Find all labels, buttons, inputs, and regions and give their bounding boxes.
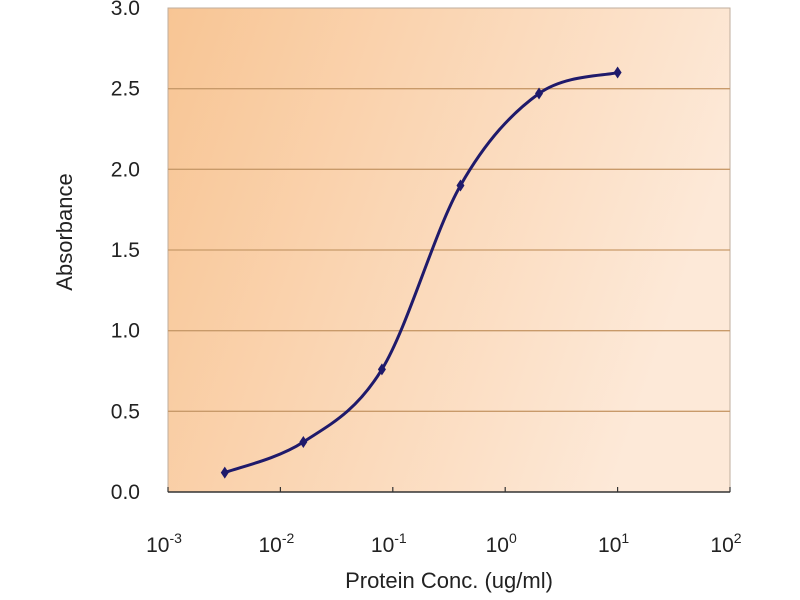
y-tick-label: 2.0	[111, 158, 140, 181]
y-tick-label: 3.0	[111, 0, 140, 20]
x-tick-exponent: 1	[621, 530, 629, 546]
x-tick-base: 10	[710, 534, 733, 557]
data-point	[377, 363, 386, 376]
y-axis-label: Absorbance	[52, 173, 77, 290]
x-tick-exponent: -2	[282, 530, 295, 546]
x-tick-label: 10-3	[146, 530, 182, 557]
x-tick-label: 100	[486, 530, 517, 557]
x-tick-label: 101	[598, 530, 629, 557]
x-tick-base: 10	[146, 534, 169, 557]
data-point	[456, 179, 465, 192]
data-point	[299, 435, 308, 448]
x-tick-base: 10	[258, 534, 281, 557]
data-point	[613, 66, 622, 79]
x-tick-label: 10-1	[371, 530, 407, 557]
y-tick-label: 0.5	[111, 400, 140, 423]
x-tick-label: 102	[710, 530, 741, 557]
y-tick-label: 1.0	[111, 320, 140, 343]
y-tick-label: 0.0	[111, 481, 140, 504]
x-axis-label: Protein Conc. (ug/ml)	[345, 568, 553, 593]
data-point	[220, 466, 229, 479]
y-tick-label: 2.5	[111, 78, 140, 101]
y-tick-label: 1.5	[111, 239, 140, 262]
x-tick-label: 10-2	[258, 530, 294, 557]
x-tick-exponent: -3	[169, 530, 182, 546]
x-tick-exponent: -1	[394, 530, 407, 546]
x-tick-exponent: 0	[509, 530, 517, 546]
x-tick-base: 10	[371, 534, 394, 557]
x-tick-base: 10	[486, 534, 509, 557]
data-point	[535, 87, 544, 100]
x-tick-base: 10	[598, 534, 621, 557]
x-tick-exponent: 2	[734, 530, 742, 546]
